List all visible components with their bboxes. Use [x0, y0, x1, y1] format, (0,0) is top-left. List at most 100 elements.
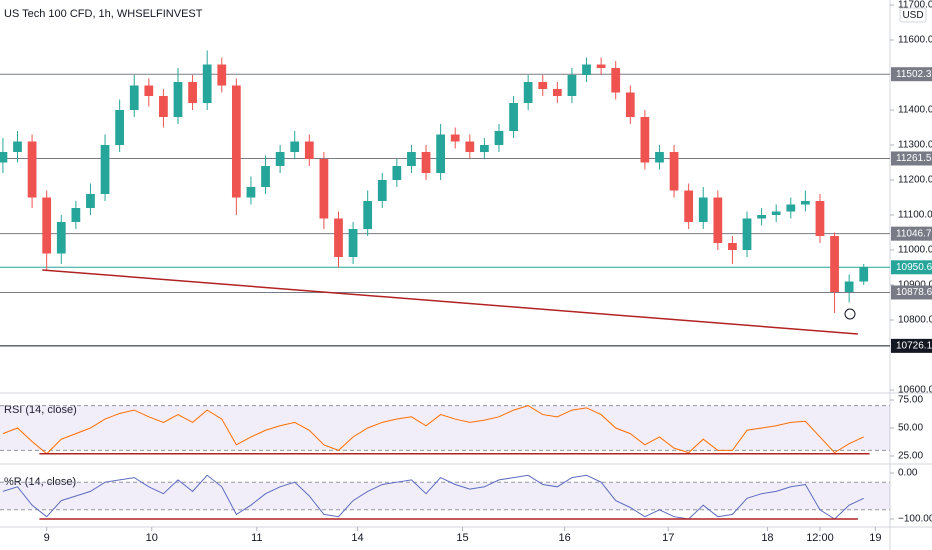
indicator-line — [2, 405, 864, 455]
candle-body — [625, 92, 635, 118]
y-tick-label: 11600.0 — [898, 35, 932, 46]
level-label-box — [891, 285, 932, 300]
candle-body — [144, 85, 154, 97]
candle-body — [188, 82, 197, 104]
drawing-circle — [844, 308, 856, 320]
candle-body — [669, 152, 679, 191]
candle-body — [115, 110, 125, 146]
candle-body — [436, 134, 445, 174]
candle-body — [71, 208, 81, 223]
candle-body — [859, 267, 869, 282]
candle-body — [100, 145, 110, 195]
candle-body — [611, 68, 621, 93]
indicator-title: RSI (14, close) — [4, 404, 77, 416]
candle-body — [334, 218, 343, 258]
x-tick-label: 10 — [146, 532, 158, 544]
y-tick-label: 25.00 — [898, 451, 923, 462]
candle-body — [698, 197, 708, 223]
candle-body — [319, 159, 329, 219]
candle-body — [830, 236, 839, 293]
indicator-title: %R (14, close) — [4, 476, 76, 488]
candle-body — [304, 141, 314, 160]
candle-body — [56, 222, 66, 254]
x-tick-label: 16 — [559, 532, 571, 544]
y-tick-label: 10600.0 — [898, 385, 932, 396]
x-tick-label: 15 — [456, 532, 468, 544]
candle-body — [246, 187, 256, 198]
y-tick-label: 10900.0 — [898, 280, 932, 291]
x-tick-label: 9 — [44, 532, 50, 544]
candle-body — [275, 152, 285, 167]
candle-body — [771, 211, 781, 216]
candle-body — [786, 204, 796, 212]
level-label-box — [891, 151, 932, 166]
candle-body — [348, 229, 358, 258]
candle-body — [231, 85, 241, 198]
y-tick-label: 11700.0 — [898, 0, 932, 11]
y-tick-label: 11100.0 — [898, 210, 932, 221]
candle-body — [465, 141, 475, 153]
candle-body — [27, 141, 37, 198]
indicator-band — [0, 482, 890, 510]
candle-body — [844, 281, 854, 293]
indicator-band — [0, 405, 890, 451]
x-tick-label: 19 — [869, 532, 881, 544]
y-tick-label: 75.00 — [898, 395, 923, 406]
x-tick-label: 17 — [662, 532, 674, 544]
candle-body — [742, 218, 752, 251]
level-label-box — [891, 226, 932, 241]
candle-body — [596, 64, 606, 69]
candle-body — [713, 197, 723, 244]
y-tick-label: 11000.0 — [898, 245, 932, 256]
x-tick-label: 11 — [251, 532, 262, 544]
y-tick-label: −100.00 — [898, 514, 932, 525]
level-label: 11261.5 — [896, 153, 932, 164]
level-label: 11046.7 — [896, 228, 932, 239]
candle-body — [582, 64, 591, 76]
trend-line — [42, 269, 858, 335]
candle-body — [392, 166, 402, 181]
candle-body — [640, 117, 650, 163]
candle-body — [567, 75, 577, 97]
candle-body — [552, 89, 562, 97]
candle-body — [450, 134, 460, 142]
candle-body — [159, 96, 168, 118]
y-tick-label: 0.00 — [898, 468, 918, 479]
level-label: 10726.1 — [896, 341, 932, 352]
candle-body — [728, 243, 737, 251]
candle-body — [202, 64, 212, 104]
level-label-box — [891, 338, 932, 353]
candle-body — [494, 131, 504, 146]
candle-body — [13, 141, 22, 153]
candle-body — [757, 215, 766, 219]
y-tick-label: 11300.0 — [898, 140, 932, 151]
candle-body — [538, 82, 548, 90]
level-label: 10950.6 — [896, 262, 932, 273]
candle-body — [655, 152, 664, 163]
y-tick-label: 50.00 — [898, 423, 923, 434]
level-label: 10878.6 — [896, 287, 932, 298]
candle-body — [480, 145, 489, 153]
x-tick-label: 12:00 — [806, 532, 834, 544]
candle-body — [509, 103, 518, 132]
candle-body — [173, 82, 183, 118]
x-tick-label: 14 — [351, 532, 363, 544]
candle-body — [815, 201, 825, 237]
candle-body — [0, 152, 8, 163]
candle-body — [42, 197, 52, 254]
level-label: 11502.3 — [896, 69, 932, 80]
candle-body — [129, 85, 139, 111]
currency[interactable]: USD — [902, 10, 923, 21]
x-tick-label: 18 — [761, 532, 773, 544]
y-tick-label: 10800.0 — [898, 315, 932, 326]
candle-body — [86, 194, 95, 209]
currency-box[interactable] — [899, 7, 927, 23]
candle-body — [407, 152, 416, 167]
candle-body — [261, 166, 270, 188]
indicator-line — [2, 474, 864, 520]
candle-body — [217, 64, 227, 86]
level-label-box — [891, 67, 932, 82]
